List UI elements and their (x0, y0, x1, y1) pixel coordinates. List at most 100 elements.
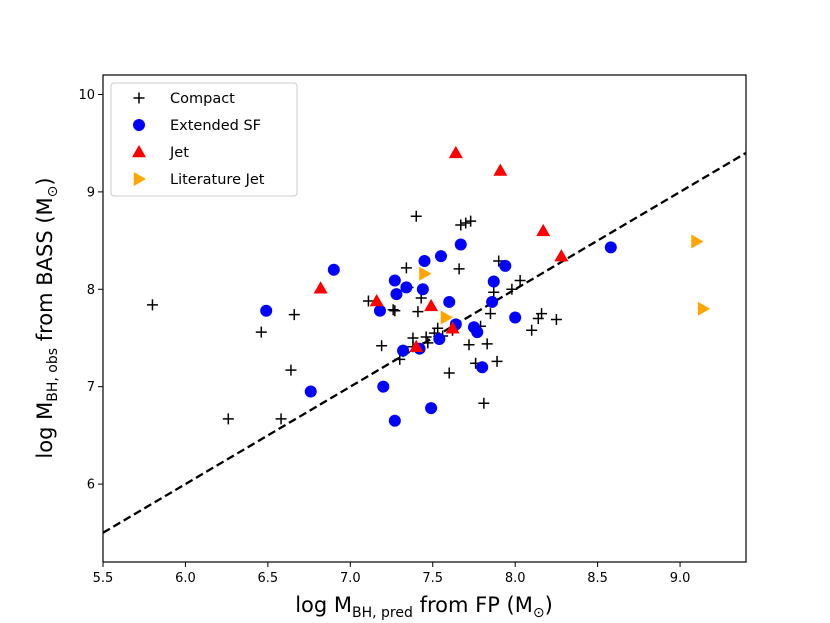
data-point-extended-sf (486, 295, 499, 308)
data-point-extended-sf (388, 274, 401, 287)
data-point-compact (484, 308, 496, 320)
data-point-compact (481, 338, 493, 350)
data-point-compact (275, 413, 287, 425)
x-tick-label: 7.5 (422, 571, 443, 586)
legend-box (110, 82, 298, 197)
y-tick-label: 9 (87, 185, 95, 200)
data-point-compact (526, 324, 538, 336)
data-point-compact (412, 306, 424, 318)
x-axis-label-sun: ⊙ (533, 605, 545, 621)
y-axis-label-subscript: BH, obs (45, 348, 61, 402)
data-point-extended-sf (434, 250, 447, 263)
data-point-extended-sf (388, 414, 401, 427)
data-points-layer (146, 145, 711, 427)
legend-marker-literature-jet (133, 172, 146, 186)
y-tick-label: 6 (87, 478, 95, 493)
legend-entries: Compact Extended SF Jet Literature Jet (132, 91, 265, 188)
data-point-extended-sf (304, 385, 317, 398)
data-point-compact (255, 326, 267, 338)
data-point-compact (536, 308, 548, 320)
data-point-compact (465, 215, 477, 227)
data-point-compact (443, 367, 455, 379)
data-point-compact (422, 337, 434, 349)
data-point-extended-sf (425, 402, 438, 415)
y-tick-label: 10 (78, 88, 95, 103)
data-point-extended-sf (487, 275, 500, 288)
data-point-extended-sf (390, 288, 403, 301)
x-tick-label: 6.0 (175, 571, 196, 586)
x-tick-label: 6.5 (258, 571, 279, 586)
data-point-jet (424, 298, 439, 312)
data-point-compact (550, 313, 562, 325)
data-point-extended-sf (433, 332, 446, 345)
x-tick-label: 5.5 (93, 571, 114, 586)
data-point-compact (432, 322, 444, 334)
x-axis-label: log MBH, pred from FP (M⊙) (295, 593, 553, 621)
legend-marker-jet (132, 145, 146, 158)
data-point-extended-sf (260, 304, 273, 317)
data-point-extended-sf (416, 283, 429, 296)
data-point-jet (448, 145, 463, 159)
y-tick-label: 8 (87, 283, 95, 298)
legend-label-compact: Compact (170, 91, 235, 107)
x-axis-label-subscript: BH, pred (352, 605, 413, 621)
data-point-compact (491, 355, 503, 367)
data-point-literature-jet (697, 301, 711, 316)
data-point-extended-sf (373, 304, 386, 317)
x-tick-label: 8.0 (505, 571, 526, 586)
data-point-extended-sf (400, 281, 413, 294)
data-point-extended-sf (476, 361, 489, 374)
data-point-compact (506, 283, 518, 295)
data-point-compact (463, 339, 475, 351)
data-point-jet (554, 249, 569, 262)
y-axis-label-base: log M (33, 402, 57, 459)
data-point-compact (146, 299, 158, 311)
data-point-compact (362, 295, 374, 307)
data-point-compact (420, 331, 432, 343)
data-point-jet (369, 293, 384, 307)
legend-label-extended-sf: Extended SF (170, 118, 261, 134)
data-point-extended-sf (443, 295, 456, 308)
data-point-jet (409, 339, 424, 352)
data-point-compact (376, 340, 388, 352)
y-axis-label-close: ) (33, 177, 57, 185)
data-point-extended-sf (397, 344, 410, 357)
data-point-compact (460, 217, 472, 229)
data-point-extended-sf (454, 238, 467, 251)
x-tick-label: 9.0 (670, 571, 691, 586)
data-point-extended-sf (418, 255, 431, 268)
data-point-jet (445, 321, 460, 334)
data-point-compact (389, 305, 401, 317)
data-point-compact (453, 263, 465, 275)
data-point-compact (400, 262, 412, 274)
data-point-compact (288, 309, 300, 321)
y-axis-ticks: 6 7 8 9 10 (78, 88, 103, 493)
data-point-compact (285, 364, 297, 376)
legend-label-literature-jet: Literature Jet (170, 172, 265, 188)
data-point-compact (387, 304, 399, 316)
data-point-extended-sf (377, 380, 390, 393)
data-point-compact (410, 210, 422, 222)
x-axis-label-base: log M (295, 593, 352, 617)
legend-marker-extended-sf (133, 119, 145, 131)
data-point-jet (536, 223, 551, 237)
x-axis-ticks: 5.5 6.0 6.5 7.0 7.5 8.0 8.5 9.0 (93, 562, 691, 586)
legend: Compact Extended SF Jet Literature Jet (110, 82, 298, 197)
plot-frame (102, 74, 747, 563)
data-point-compact (514, 275, 526, 287)
data-point-jet (313, 281, 328, 294)
data-point-literature-jet (691, 234, 704, 249)
legend-label-jet: Jet (169, 145, 189, 161)
y-axis-label-sun: ⊙ (45, 186, 61, 198)
data-point-compact (394, 353, 406, 365)
data-point-compact (478, 397, 490, 409)
data-point-literature-jet (440, 310, 453, 325)
y-axis-label-rest: from BASS (M (33, 197, 57, 348)
x-tick-label: 8.5 (587, 571, 608, 586)
data-point-compact (488, 286, 500, 298)
data-point-extended-sf (604, 241, 617, 254)
y-tick-label: 7 (87, 380, 95, 395)
data-point-compact (222, 413, 234, 425)
y-axis-label: log MBH, obs from BASS (M⊙) (33, 177, 61, 458)
